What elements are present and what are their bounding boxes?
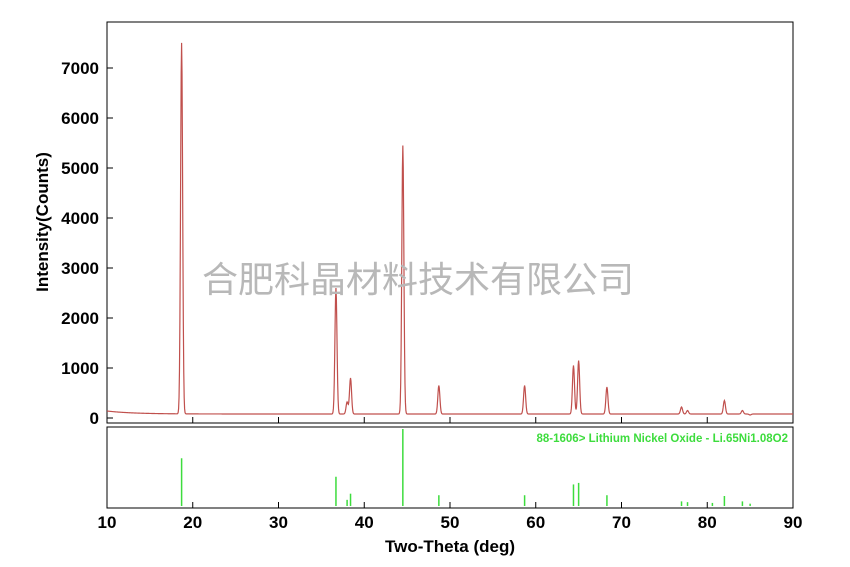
y-tick-label: 3000 xyxy=(61,259,99,278)
y-tick-label: 6000 xyxy=(61,109,99,128)
x-axis: 10 20 30 40 50 60 70 80 90 xyxy=(98,417,803,532)
x-tick-label: 30 xyxy=(269,513,288,532)
y-tick-label: 4000 xyxy=(61,209,99,228)
y-axis-title: Intensity(Counts) xyxy=(33,152,52,292)
x-tick-label: 20 xyxy=(183,513,202,532)
y-tick-label: 2000 xyxy=(61,309,99,328)
reference-pattern-label: 88-1606> Lithium Nickel Oxide - Li.65Ni1… xyxy=(536,433,788,445)
y-tick-label: 7000 xyxy=(61,59,99,78)
y-tick-label: 0 xyxy=(90,409,99,428)
x-tick-label: 10 xyxy=(98,513,117,532)
main-plot-frame xyxy=(106,21,794,424)
x-tick-label: 60 xyxy=(526,513,545,532)
main-plot-area xyxy=(106,42,793,416)
x-tick-label: 90 xyxy=(784,513,803,532)
x-tick-label: 50 xyxy=(441,513,460,532)
y-tick-label: 1000 xyxy=(61,359,99,378)
x-tick-label: 40 xyxy=(355,513,374,532)
x-tick-label: 80 xyxy=(698,513,717,532)
watermark-text: 合肥科晶材料技术有限公司 xyxy=(202,260,634,301)
x-tick-label: 70 xyxy=(612,513,631,532)
y-axis: 0 1000 2000 3000 4000 5000 6000 7000 xyxy=(61,59,113,428)
x-axis-title: Two-Theta (deg) xyxy=(385,537,515,556)
reference-plot-area xyxy=(180,429,751,506)
y-tick-label: 5000 xyxy=(61,159,99,178)
intensity-line xyxy=(106,42,793,416)
